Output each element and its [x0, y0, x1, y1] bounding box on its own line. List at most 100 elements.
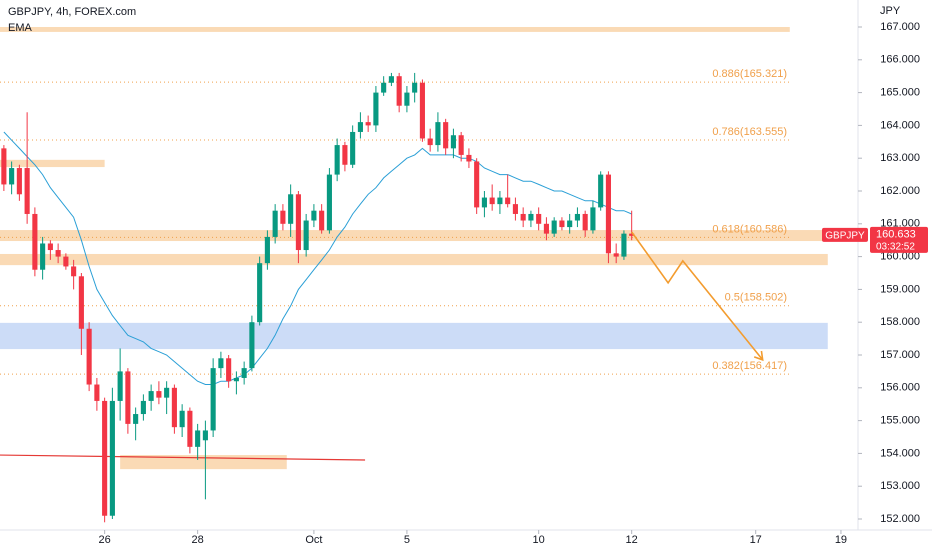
fib-label: 0.786(163.555) [712, 126, 787, 138]
candle-body [474, 161, 480, 208]
candle-body [249, 322, 255, 369]
candle-body [86, 328, 92, 385]
zone [0, 253, 828, 266]
candle-body [319, 210, 325, 231]
candle-body [210, 368, 216, 431]
candle-body [140, 400, 146, 415]
trendline [0, 454, 366, 461]
candle-body [613, 253, 619, 257]
candle-body [295, 194, 301, 251]
candle-body [47, 243, 53, 251]
candle-body [497, 197, 503, 205]
candle-body [179, 410, 185, 428]
candle-body [164, 387, 170, 398]
candle-body [264, 236, 270, 264]
x-tick-label: 10 [533, 534, 545, 546]
plot: 0.886(165.321) 0.786(163.555) 0.618(160.58… [0, 26, 828, 523]
fib-label: 0.382(156.417) [712, 360, 787, 372]
candle-body [567, 220, 573, 228]
candle-body [55, 250, 61, 257]
candle-body [443, 122, 449, 149]
y-tick-label: 166.000 [880, 54, 920, 66]
candle-body [218, 358, 224, 369]
candle-body [241, 368, 247, 378]
x-tick-label: 5 [404, 534, 410, 546]
candle-body [388, 76, 394, 83]
y-tick-label: 159.000 [880, 283, 920, 295]
candle-body [450, 135, 456, 149]
candle-body [94, 384, 100, 401]
x-tick-label: 28 [192, 534, 204, 546]
zone [0, 26, 790, 32]
candle-body [365, 122, 371, 126]
y-axis-label: JPY [880, 5, 901, 17]
symbol-label: GBPJPY [825, 230, 865, 241]
candle-body [102, 400, 108, 516]
candle-body [148, 391, 154, 401]
candle-body [117, 371, 123, 401]
candle-body [187, 410, 193, 447]
y-tick-label: 157.000 [880, 349, 920, 361]
y-tick-label: 164.000 [880, 119, 920, 131]
candle-body [520, 213, 526, 221]
candle-body [404, 92, 410, 106]
candle-body [1, 148, 7, 185]
y-tick-label: 162.000 [880, 185, 920, 197]
candle-body [536, 213, 542, 224]
candle-body [226, 358, 232, 382]
candle-body [272, 210, 278, 237]
zone [0, 322, 828, 350]
candle-body [334, 145, 340, 175]
ema-line [3, 131, 632, 385]
y-tick-label: 165.000 [880, 87, 920, 99]
candle-body [311, 210, 317, 221]
candle-body [489, 197, 495, 205]
candle-body [125, 371, 131, 424]
candle-body [342, 145, 348, 165]
candle-body [590, 207, 596, 231]
indicator-label: EMA [8, 22, 33, 34]
candle-body [381, 82, 387, 93]
candle-body [233, 377, 239, 382]
candle-body [427, 138, 433, 146]
symbol-tag [822, 227, 868, 242]
candle-body [466, 154, 472, 162]
candle-body [156, 391, 162, 398]
x-tick-label: Oct [305, 534, 322, 546]
candle-body [63, 256, 69, 267]
chart-title: GBPJPY, 4h, FOREX.com [8, 6, 136, 18]
y-tick-label: 158.000 [880, 316, 920, 328]
countdown-label: 03:32:52 [876, 241, 915, 252]
candle-body [133, 414, 139, 424]
y-tick-label: 153.000 [880, 480, 920, 492]
candle-body [505, 197, 511, 205]
price-label: 160.633 [876, 229, 916, 241]
candle-body [412, 82, 418, 93]
candle-body [373, 92, 379, 126]
y-tick-label: 155.000 [880, 415, 920, 427]
candle-body [326, 174, 332, 231]
candle-body [458, 135, 464, 155]
candle-body [202, 430, 208, 441]
candle-body [419, 82, 425, 139]
candle-body [195, 430, 201, 447]
fib-label: 0.618(160.586) [712, 223, 787, 235]
y-tick-label: 154.000 [880, 447, 920, 459]
projection-arrowhead [753, 350, 764, 362]
y-tick-label: 156.000 [880, 382, 920, 394]
candle-body [288, 194, 294, 224]
y-tick-label: 152.000 [880, 513, 920, 525]
candle-body [559, 220, 565, 228]
candle-body [40, 243, 46, 270]
candle-body [280, 210, 286, 224]
x-tick-label: 12 [626, 534, 638, 546]
candle-body [435, 122, 441, 146]
candle-body [16, 168, 22, 195]
candle-body [598, 174, 604, 208]
price-tag [870, 226, 928, 253]
candle-body [543, 223, 549, 234]
fib-label: 0.886(165.321) [712, 68, 787, 80]
candle-body [24, 168, 30, 214]
x-tick-label: 26 [99, 534, 111, 546]
